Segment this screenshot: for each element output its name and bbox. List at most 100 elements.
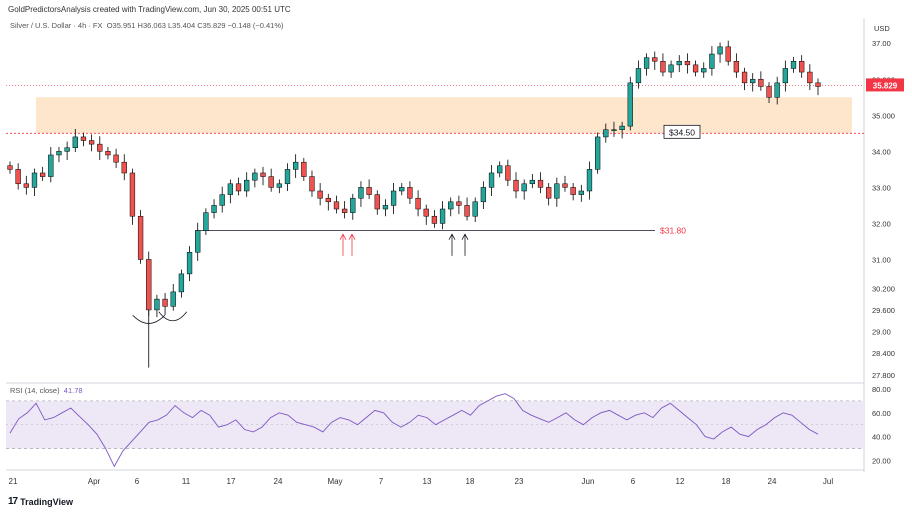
candle-body bbox=[293, 161, 299, 170]
candle-body bbox=[676, 60, 682, 66]
rsi-line bbox=[9, 393, 819, 468]
candle-body bbox=[546, 187, 552, 199]
candle-body bbox=[521, 183, 527, 192]
currency-label: USD bbox=[874, 24, 890, 33]
rsi-label: RSI (14, close) bbox=[10, 386, 60, 395]
candle-body bbox=[309, 176, 315, 192]
candle-body bbox=[554, 183, 560, 199]
label-34-50-text: $34.50 bbox=[669, 127, 695, 137]
candle-body bbox=[439, 208, 446, 224]
candle-body bbox=[431, 215, 438, 224]
price-tick-label: 27.800 bbox=[872, 371, 895, 380]
candle-body bbox=[766, 86, 772, 98]
candle-body bbox=[709, 53, 715, 69]
candle-body bbox=[684, 60, 691, 66]
candle-body bbox=[643, 57, 650, 69]
time-tick-label: 6 bbox=[631, 477, 636, 486]
candle-body bbox=[537, 179, 544, 188]
rsi-tick-label: 80.00 bbox=[872, 385, 891, 394]
candle-body bbox=[121, 161, 127, 174]
candle-body bbox=[15, 169, 21, 185]
candle-body bbox=[603, 129, 609, 138]
candle-body bbox=[586, 169, 593, 192]
candle-body bbox=[505, 165, 511, 181]
candle-body bbox=[725, 46, 731, 62]
price-tick-label: 31.00 bbox=[872, 255, 891, 264]
candle-body bbox=[390, 190, 397, 206]
candle-body bbox=[423, 208, 429, 217]
candle-body bbox=[456, 201, 462, 206]
time-tick-label: 12 bbox=[676, 477, 685, 486]
price-tick-label: 33.00 bbox=[872, 183, 891, 192]
rsi-tick-label: 60.00 bbox=[872, 409, 891, 418]
candle-body bbox=[203, 212, 209, 231]
candle-body bbox=[113, 154, 119, 163]
candle-body bbox=[358, 187, 364, 199]
time-tick-label: 13 bbox=[423, 477, 432, 486]
price-tick-label: 28.400 bbox=[872, 349, 895, 358]
candle-body bbox=[529, 179, 535, 185]
candle-body bbox=[350, 197, 356, 213]
candle-body bbox=[815, 82, 821, 87]
rsi-tick-label: 40.00 bbox=[872, 433, 891, 442]
arrow-up-black-2 bbox=[461, 233, 469, 256]
candle-body bbox=[578, 190, 584, 195]
candle-body bbox=[162, 298, 168, 307]
candle-body bbox=[733, 60, 740, 73]
time-tick-label: 24 bbox=[768, 477, 777, 486]
candle-body bbox=[252, 172, 258, 181]
time-tick-label: Jul bbox=[823, 477, 833, 486]
last-price-text: 35.829 bbox=[873, 81, 898, 90]
attribution-text: GoldPredictorsAnalysis created with Trad… bbox=[8, 5, 291, 14]
candle-body bbox=[260, 172, 266, 177]
candle-body bbox=[154, 298, 160, 311]
tv-logo-icon: 17 bbox=[8, 496, 18, 507]
candle-body bbox=[284, 169, 291, 185]
candle-body bbox=[407, 187, 413, 199]
candle-body bbox=[276, 183, 282, 188]
ohlc-values: O35.951 H36.063 L35.404 C35.829 −0.148 (… bbox=[106, 21, 284, 30]
candle-body bbox=[333, 201, 340, 210]
rsi-tick-label: 20.00 bbox=[872, 456, 891, 465]
candle-body bbox=[513, 179, 519, 192]
candle-body bbox=[497, 165, 503, 174]
price-tick-label: 29.600 bbox=[872, 306, 895, 315]
candle-body bbox=[105, 151, 111, 156]
price-tick-label: 34.00 bbox=[872, 147, 891, 156]
candle-body bbox=[807, 71, 813, 84]
candle-body bbox=[790, 60, 797, 69]
label-31-80-text: $31.80 bbox=[660, 226, 686, 236]
candle-body bbox=[774, 82, 780, 98]
candle-body bbox=[382, 205, 389, 210]
candle-body bbox=[341, 208, 348, 213]
candle-body bbox=[137, 215, 144, 260]
candle-body bbox=[301, 161, 307, 177]
candle-body bbox=[464, 205, 470, 217]
candle-body bbox=[23, 183, 29, 188]
candle-body bbox=[472, 201, 478, 217]
candle-body bbox=[178, 273, 185, 293]
candle-body bbox=[72, 136, 78, 148]
brand-label: TradingView bbox=[20, 496, 73, 507]
candle-body bbox=[562, 183, 568, 188]
candle-body bbox=[374, 194, 380, 210]
candle-body bbox=[366, 187, 372, 195]
candle-body bbox=[448, 201, 454, 210]
time-tick-label: 23 bbox=[515, 477, 524, 486]
bottom-arc-left bbox=[132, 315, 166, 324]
arrow-up-black-1 bbox=[448, 233, 456, 256]
candle-body bbox=[219, 194, 225, 206]
candle-body bbox=[488, 172, 495, 188]
last-price-badge bbox=[866, 78, 904, 92]
time-tick-label: 11 bbox=[182, 477, 191, 486]
time-tick-label: May bbox=[327, 477, 342, 486]
candle-body bbox=[39, 172, 46, 177]
label-34-50: $34.50 bbox=[663, 124, 701, 139]
candle-body bbox=[195, 230, 201, 253]
candle-body bbox=[627, 82, 633, 127]
candle-body bbox=[717, 46, 723, 55]
candle-body bbox=[741, 71, 748, 84]
candle-body bbox=[570, 187, 576, 195]
bottom-arc-right bbox=[158, 311, 188, 322]
